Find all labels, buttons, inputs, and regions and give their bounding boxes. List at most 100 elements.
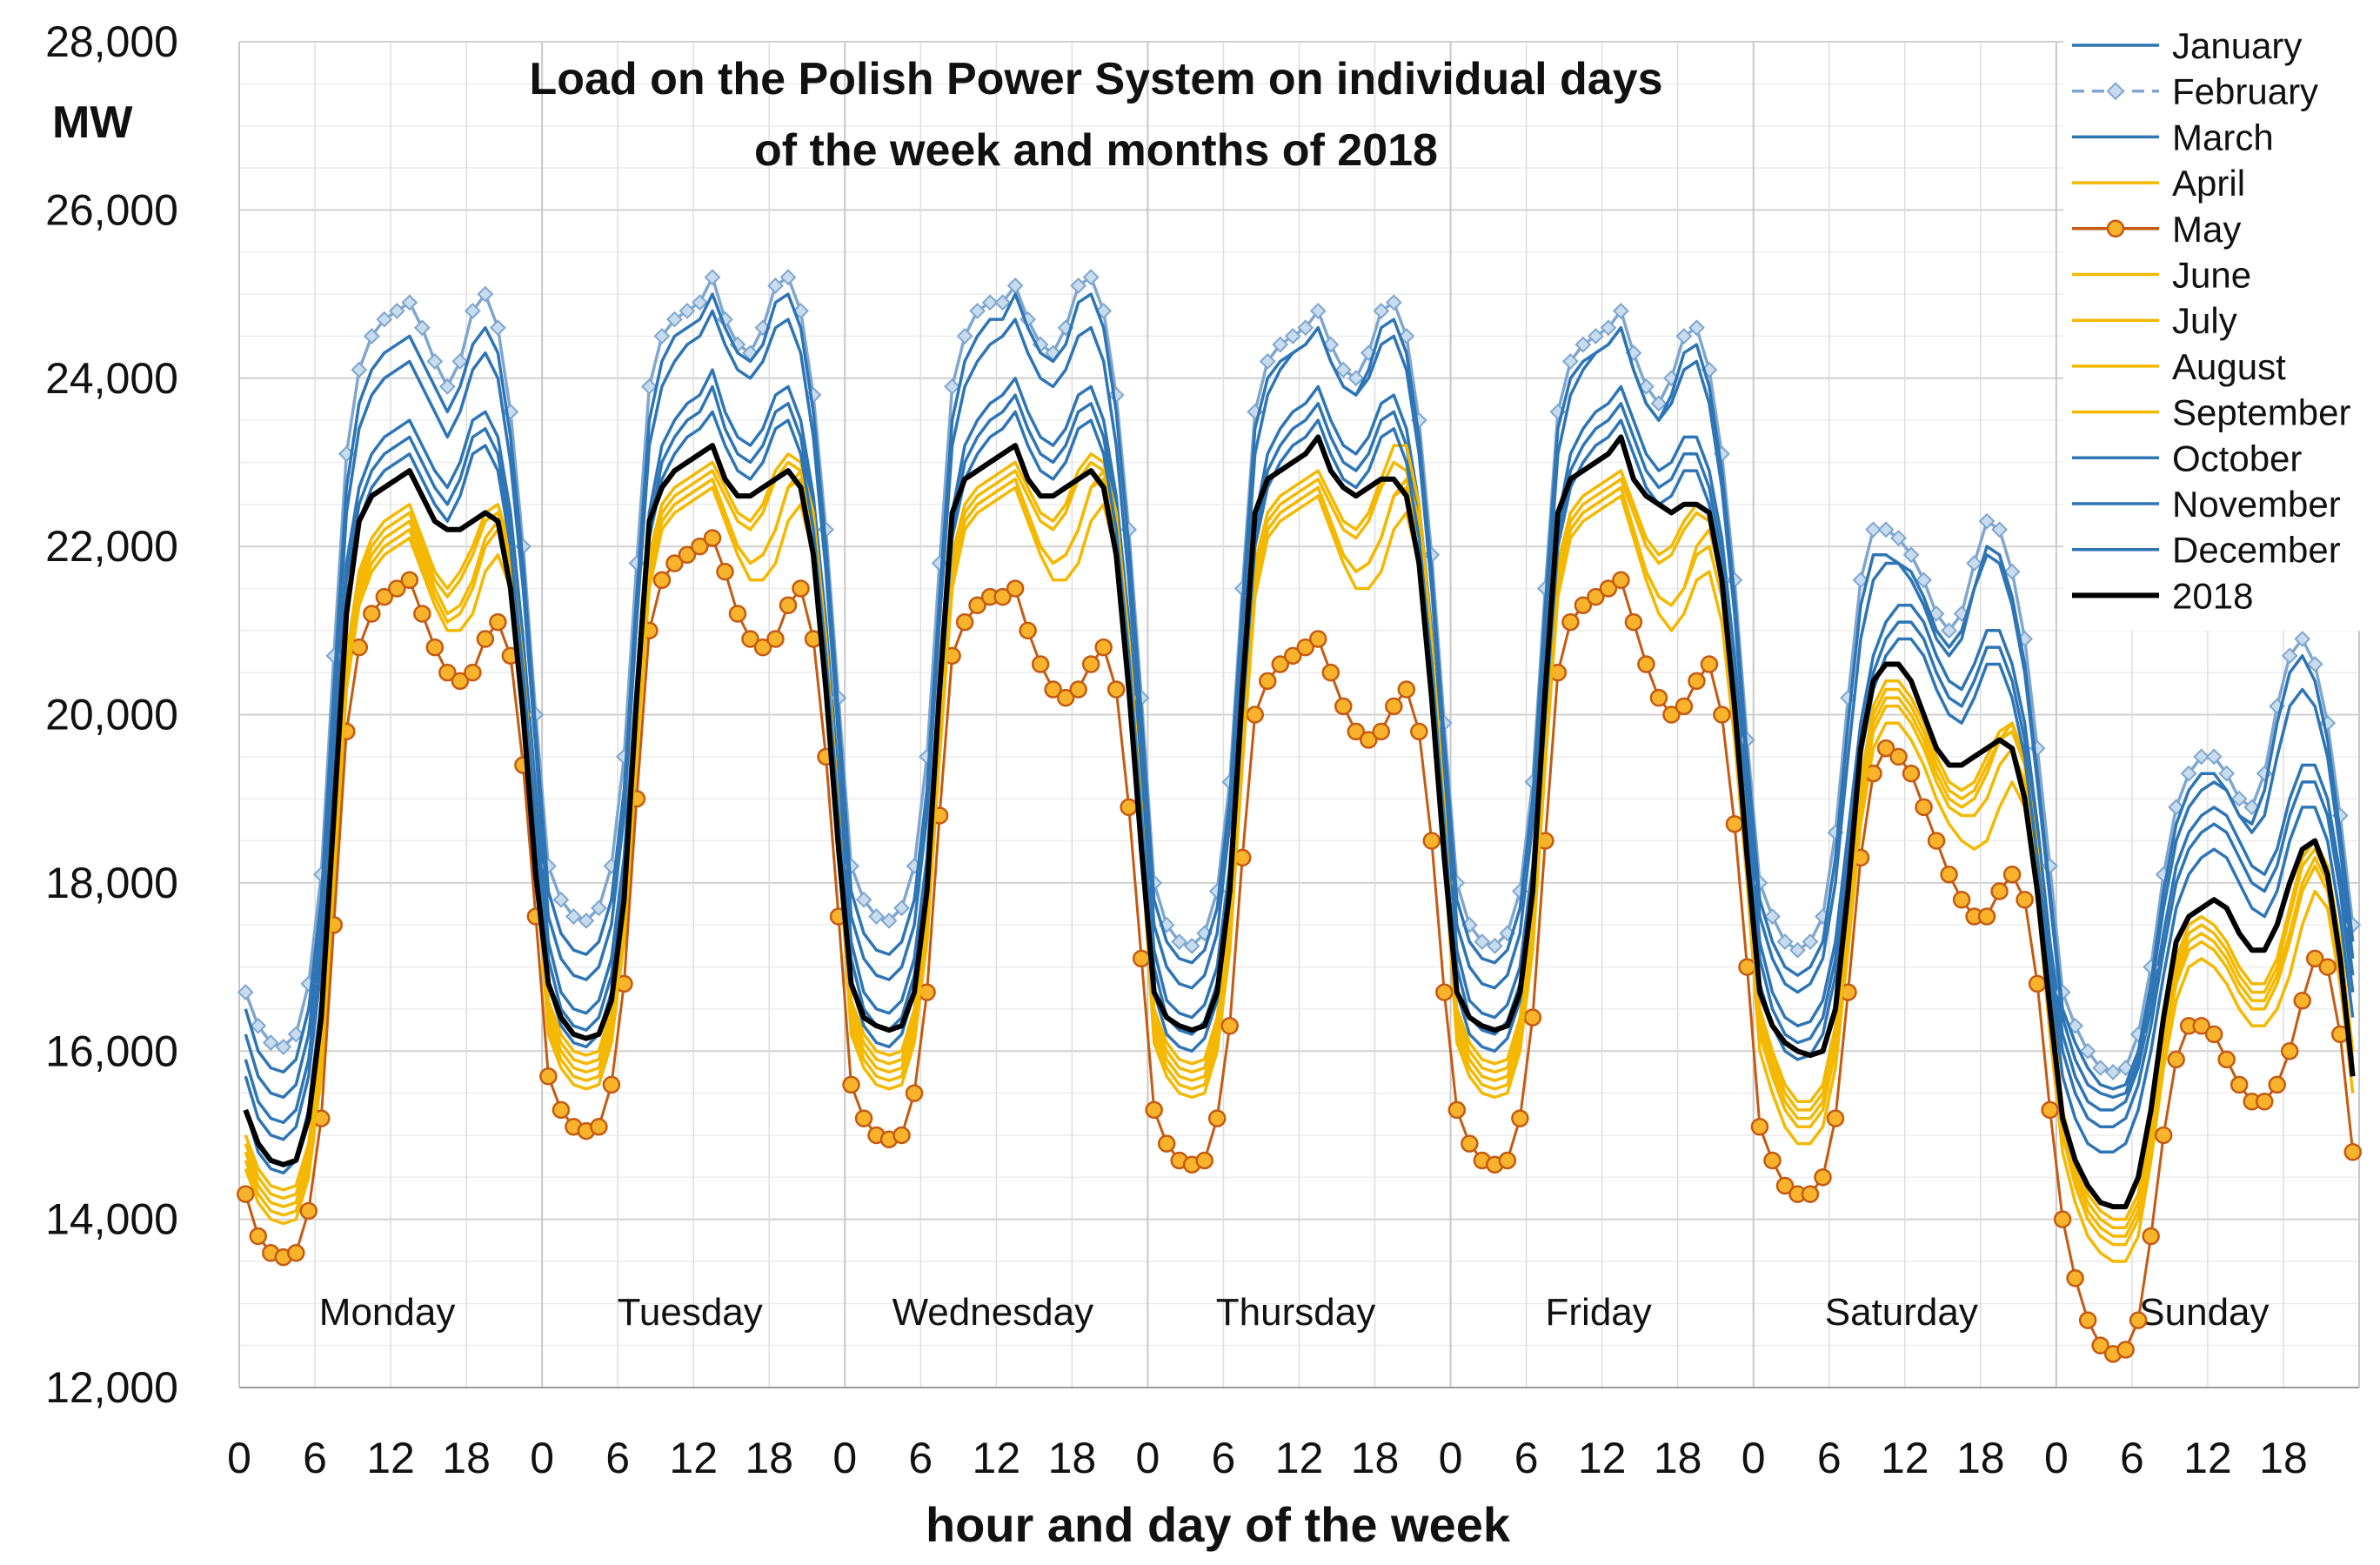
data-point bbox=[2180, 765, 2197, 782]
data-point bbox=[665, 554, 684, 572]
data-point bbox=[1195, 1151, 1213, 1170]
day-label: Monday bbox=[319, 1291, 456, 1334]
data-point bbox=[2343, 1143, 2362, 1161]
data-point bbox=[678, 545, 697, 565]
x-tick-label: 0 bbox=[1136, 1434, 1160, 1482]
legend-label: April bbox=[2172, 163, 2245, 204]
data-point bbox=[1600, 319, 1617, 337]
data-point bbox=[1952, 890, 1971, 909]
legend-label: September bbox=[2172, 392, 2350, 433]
data-point bbox=[1789, 941, 1806, 959]
series-december bbox=[244, 292, 2355, 1091]
data-point bbox=[893, 900, 910, 917]
data-point bbox=[2078, 1311, 2097, 1329]
data-point bbox=[1688, 672, 1706, 691]
data-point bbox=[1284, 327, 1301, 344]
data-point bbox=[1019, 621, 1037, 640]
data-point bbox=[1297, 319, 1314, 337]
data-point bbox=[1461, 1134, 1479, 1153]
data-point bbox=[2028, 974, 2047, 993]
data-point bbox=[993, 587, 1012, 606]
data-point bbox=[489, 319, 506, 337]
data-point bbox=[363, 605, 381, 623]
data-point bbox=[2204, 1025, 2223, 1044]
x-tick-label: 12 bbox=[1275, 1434, 1324, 1482]
y-tick-label: 12,000 bbox=[45, 1363, 178, 1412]
series-january bbox=[244, 368, 2355, 1125]
x-tick-label: 0 bbox=[2044, 1434, 2069, 1482]
series-line bbox=[244, 444, 2355, 1221]
data-point bbox=[1271, 655, 1289, 673]
y-tick-label: 22,000 bbox=[45, 522, 178, 571]
x-tick-label: 6 bbox=[1817, 1434, 1842, 1482]
legend-item-march: March bbox=[2072, 117, 2274, 157]
data-point bbox=[388, 302, 405, 319]
series-line bbox=[244, 292, 2355, 1091]
data-point bbox=[2053, 1210, 2072, 1228]
data-point bbox=[741, 630, 759, 648]
data-point bbox=[1650, 395, 1668, 412]
data-point bbox=[792, 579, 810, 598]
legend-item-july: July bbox=[2072, 300, 2237, 341]
data-point bbox=[1978, 512, 1996, 530]
data-point bbox=[1902, 764, 1921, 783]
data-point bbox=[376, 311, 393, 328]
data-point bbox=[1220, 1016, 1239, 1035]
data-point bbox=[968, 596, 986, 615]
data-point bbox=[2255, 1093, 2274, 1111]
data-point bbox=[2192, 1016, 2210, 1035]
data-point bbox=[250, 1017, 267, 1034]
data-point bbox=[1940, 865, 1958, 884]
data-point bbox=[1259, 352, 1276, 370]
data-point bbox=[1397, 680, 1416, 699]
data-point bbox=[464, 302, 481, 319]
data-point bbox=[1321, 663, 1340, 682]
data-point bbox=[1876, 739, 1895, 758]
data-point bbox=[2218, 765, 2236, 782]
legend-item-may: May bbox=[2072, 209, 2241, 250]
data-point bbox=[1309, 630, 1327, 648]
x-tick-label: 12 bbox=[669, 1434, 718, 1482]
x-tick-label: 12 bbox=[973, 1434, 1021, 1482]
data-point bbox=[767, 277, 784, 294]
data-point bbox=[363, 327, 380, 344]
data-point bbox=[1561, 352, 1579, 370]
data-point bbox=[753, 638, 772, 657]
y-tick-label: 14,000 bbox=[45, 1195, 178, 1244]
day-label: Thursday bbox=[1216, 1291, 1375, 1334]
data-point bbox=[2217, 1050, 2236, 1069]
data-point bbox=[1272, 336, 1289, 353]
data-point bbox=[2041, 1100, 2059, 1120]
data-point bbox=[2280, 1042, 2299, 1060]
legend-label: November bbox=[2172, 484, 2341, 525]
series-july bbox=[244, 444, 2355, 1221]
y-tick-label: 16,000 bbox=[45, 1027, 178, 1075]
day-label: Friday bbox=[1546, 1291, 1652, 1334]
y-tick-label: 28,000 bbox=[45, 17, 178, 66]
x-tick-label: 18 bbox=[2259, 1434, 2308, 1482]
data-point bbox=[1927, 832, 1946, 850]
data-point bbox=[1157, 1134, 1176, 1153]
data-point bbox=[892, 1126, 911, 1145]
legend-item-december: December bbox=[2072, 530, 2341, 571]
data-point bbox=[2193, 748, 2210, 766]
data-point bbox=[1246, 706, 1264, 724]
data-point bbox=[1183, 937, 1200, 954]
data-point bbox=[2293, 991, 2311, 1010]
x-tick-label: 18 bbox=[442, 1434, 491, 1482]
legend-marker bbox=[2106, 82, 2125, 101]
data-point bbox=[287, 1026, 304, 1043]
data-point bbox=[1207, 1109, 1227, 1127]
legend-label: December bbox=[2172, 530, 2341, 571]
day-label: Tuesday bbox=[618, 1291, 763, 1334]
data-point bbox=[1373, 302, 1390, 319]
x-axis-title: hour and day of the week bbox=[926, 1497, 1511, 1552]
data-point bbox=[1877, 521, 1895, 538]
data-point bbox=[401, 294, 418, 311]
data-point bbox=[2092, 1060, 2109, 1077]
legend-label: February bbox=[2172, 71, 2318, 112]
legend-label: 2018 bbox=[2172, 575, 2253, 616]
legend-item-april: April bbox=[2072, 163, 2245, 204]
data-point bbox=[1410, 722, 1428, 741]
